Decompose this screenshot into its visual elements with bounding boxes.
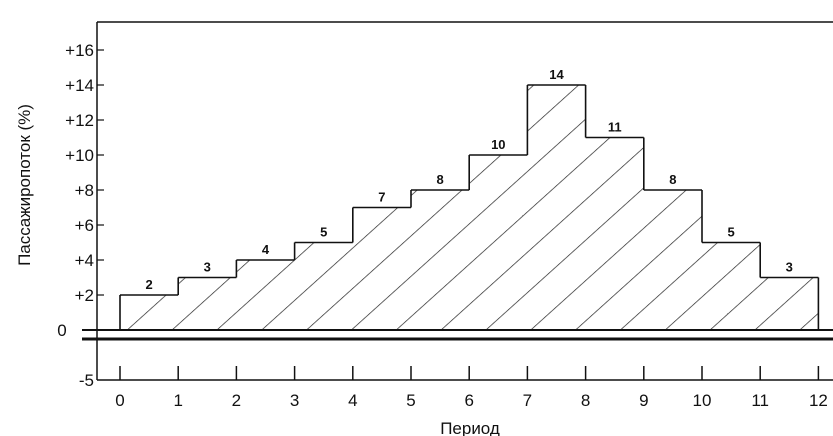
x-tick-label: 3 (290, 391, 299, 410)
x-tick-label: 7 (523, 391, 532, 410)
y-tick-label: +2 (75, 286, 94, 305)
data-label: 4 (262, 242, 270, 257)
data-labels: 2 3 4 5 7 8 10 14 11 8 5 3 (145, 67, 792, 292)
y-axis-title: Пассажиропоток (%) (15, 104, 34, 266)
data-label: 7 (378, 190, 385, 205)
data-label: 8 (436, 172, 443, 187)
x-tick-label: 11 (751, 391, 769, 410)
data-label: 2 (145, 277, 152, 292)
data-label: 10 (491, 137, 505, 152)
x-tick-label: 0 (115, 391, 124, 410)
data-label: 14 (549, 67, 564, 82)
x-tick-label: 12 (809, 391, 828, 410)
area-fill (120, 85, 819, 330)
x-axis-title: Период (440, 419, 500, 436)
x-tick-label: 5 (406, 391, 415, 410)
y-tick-label: +16 (65, 41, 94, 60)
x-tick-label: 6 (464, 391, 473, 410)
data-label: 5 (727, 225, 734, 240)
y-tick-label: +10 (65, 146, 94, 165)
x-axis: 0 1 2 3 4 5 6 7 8 9 10 11 12 (97, 366, 833, 410)
y-tick-label: -5 (79, 371, 94, 390)
x-tick-label: 9 (639, 391, 648, 410)
y-tick-label: +12 (65, 111, 94, 130)
data-label: 3 (204, 260, 211, 275)
data-label: 5 (320, 225, 327, 240)
y-tick-label: +8 (75, 181, 94, 200)
x-tick-label: 2 (232, 391, 241, 410)
step-area (119, 84, 820, 330)
data-label: 11 (608, 120, 622, 135)
y-tick-label: +4 (75, 251, 94, 270)
x-tick-label: 4 (348, 391, 357, 410)
x-tick-label: 1 (173, 391, 182, 410)
y-axis: +16 +14 +12 +10 +8 +6 +4 +2 0 -5 (57, 41, 104, 390)
x-tick-label: 8 (581, 391, 590, 410)
y-tick-label: 0 (57, 321, 66, 340)
y-tick-label: +6 (75, 216, 94, 235)
y-tick-label: +14 (65, 76, 94, 95)
plot-frame (96, 21, 833, 380)
zero-baseline (82, 329, 833, 341)
data-label: 8 (669, 172, 676, 187)
data-label: 3 (786, 260, 793, 275)
x-tick-label: 10 (693, 391, 712, 410)
